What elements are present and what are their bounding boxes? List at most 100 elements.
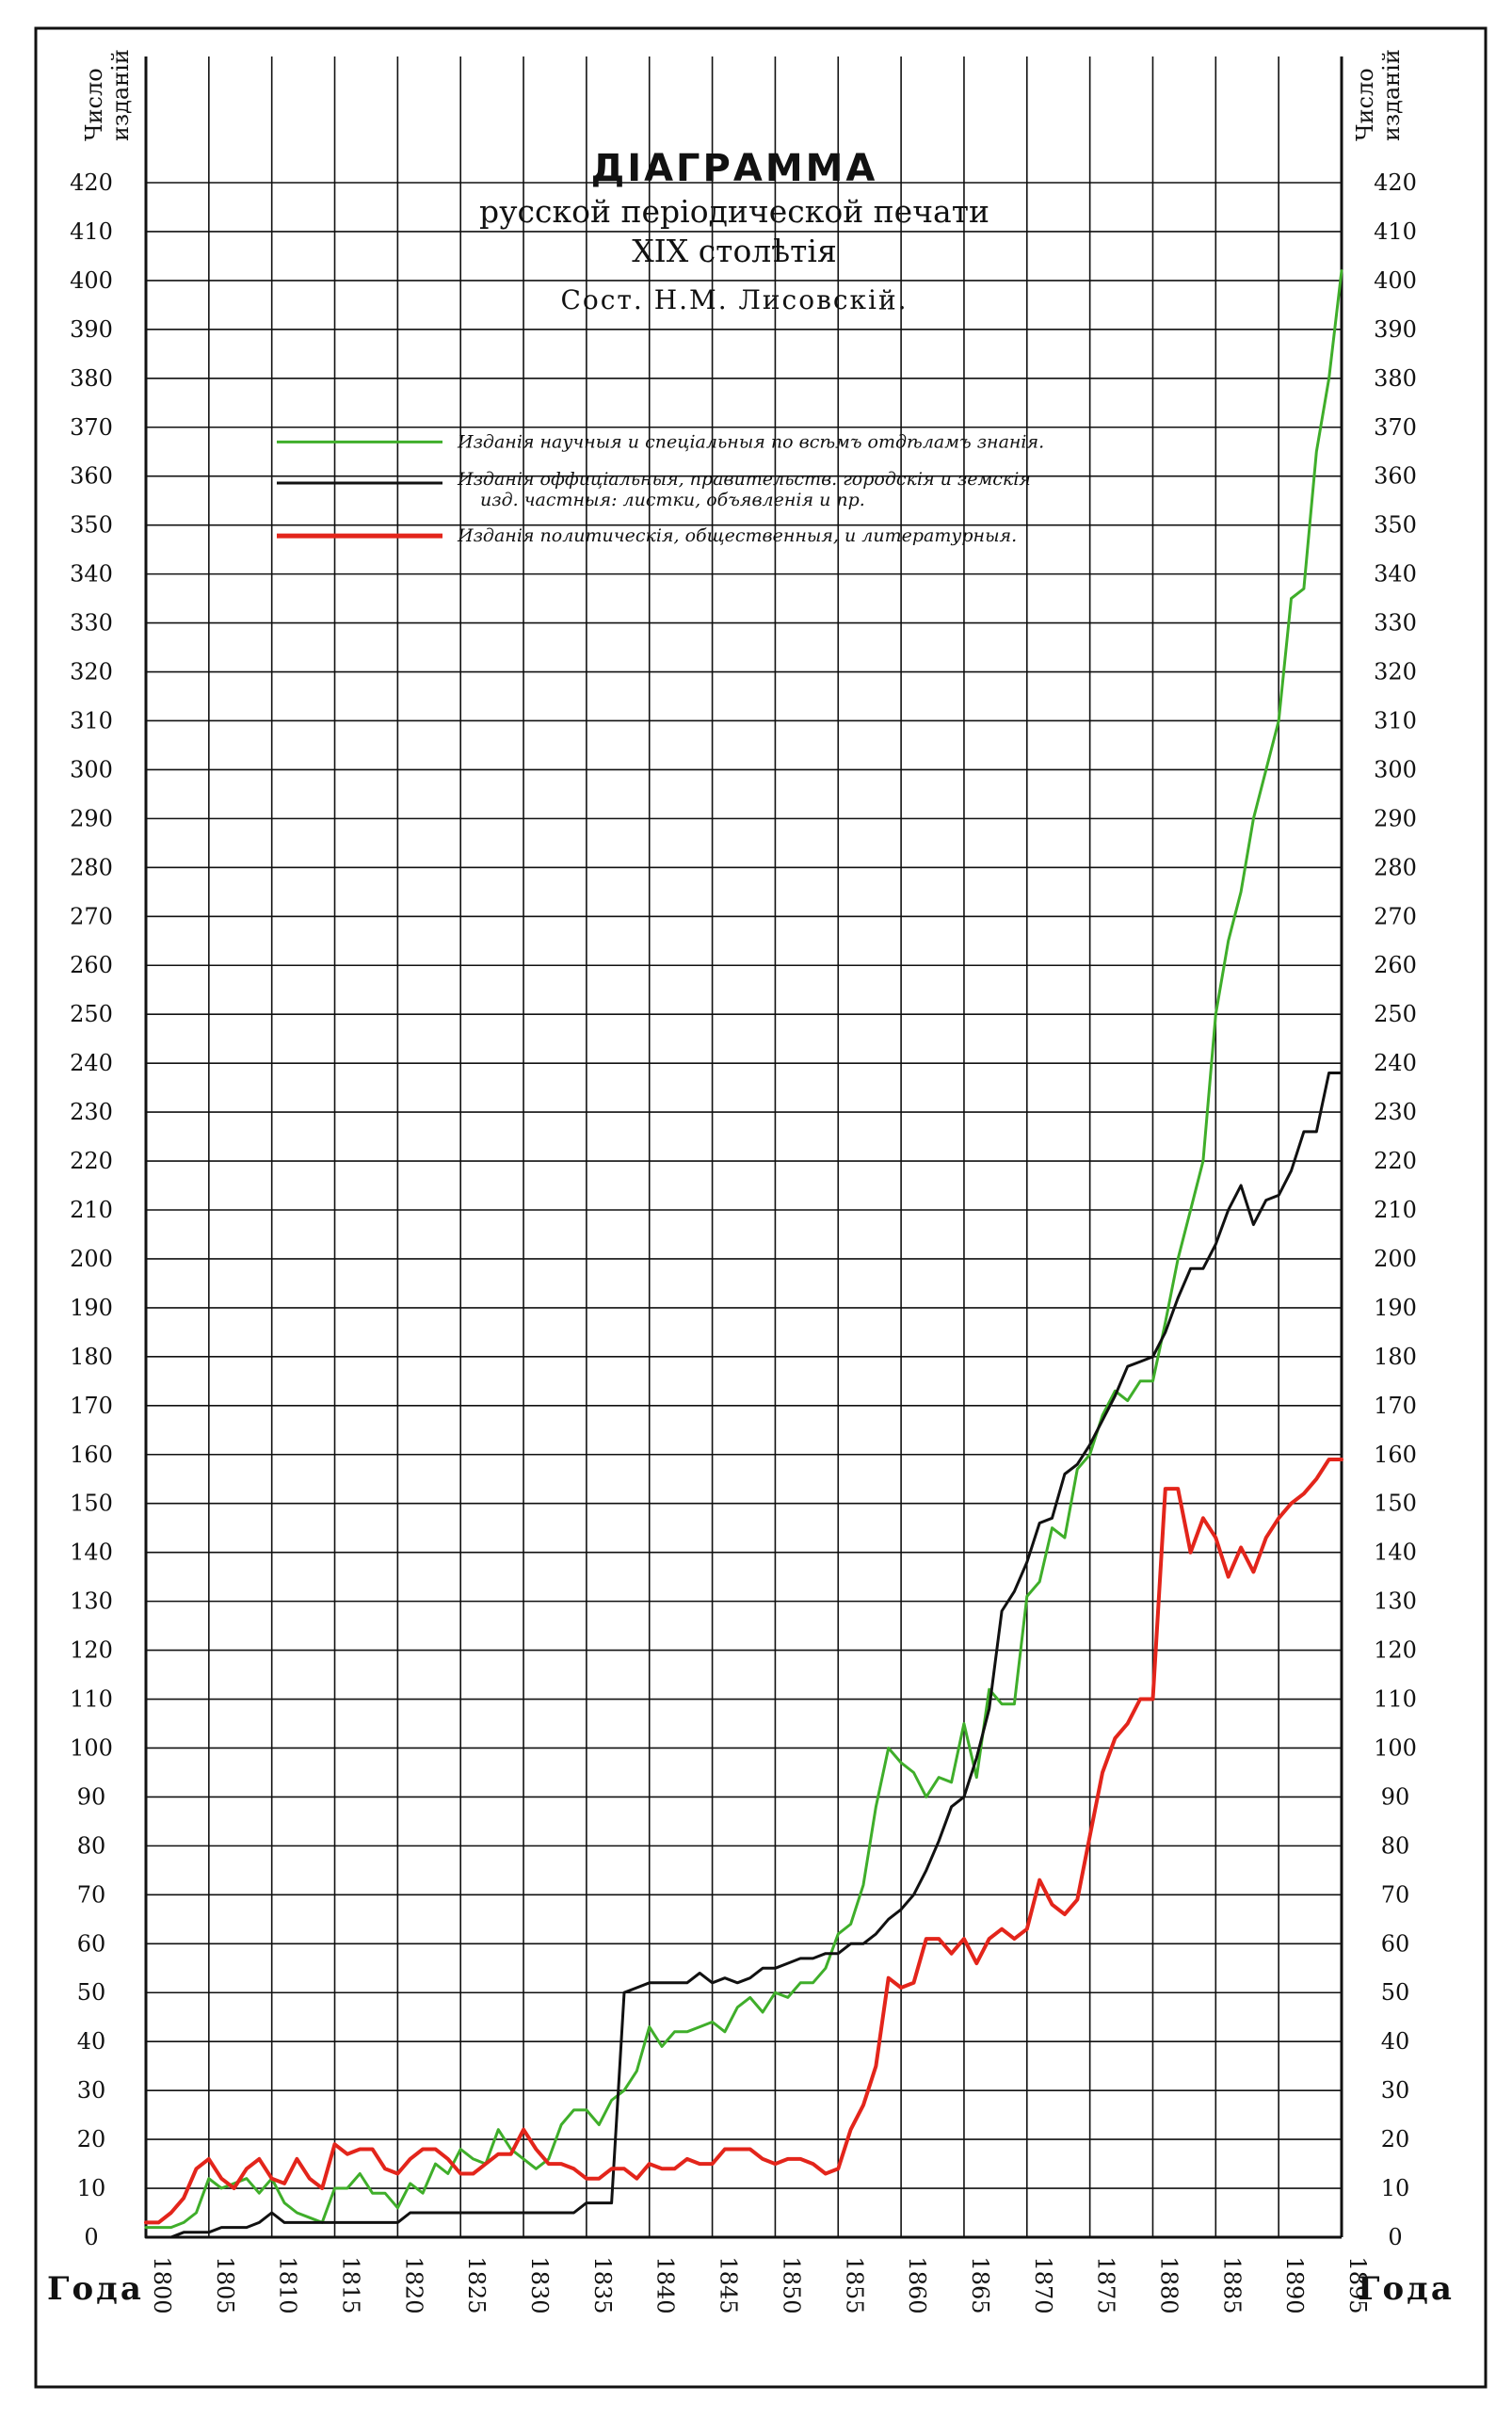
series-line-3 bbox=[144, 1458, 1343, 2225]
y-tick-label-left: 80 bbox=[77, 1832, 106, 1859]
y-tick-label-right: 380 bbox=[1374, 365, 1417, 392]
y-tick-label-right: 410 bbox=[1374, 218, 1417, 245]
y-tick-label-right: 270 bbox=[1374, 903, 1417, 929]
y-tick-label-left: 60 bbox=[77, 1930, 106, 1957]
y-tick-label-left: 20 bbox=[77, 2126, 106, 2152]
y-tick-label-left: 260 bbox=[70, 952, 113, 978]
y-tick-label-right: 110 bbox=[1374, 1686, 1417, 1713]
y-tick-label-right: 10 bbox=[1381, 2175, 1410, 2201]
y-tick-label-right: 40 bbox=[1381, 2028, 1410, 2055]
y-tick-label-right: 80 bbox=[1381, 1832, 1410, 1859]
x-tick-label: 1830 bbox=[526, 2256, 553, 2313]
y-tick-label-left: 0 bbox=[84, 2224, 98, 2250]
chart-author: Сост. Н.М. Лисовскій. bbox=[560, 284, 908, 315]
y-tick-label-left: 400 bbox=[70, 267, 113, 294]
x-tick-label: 1870 bbox=[1030, 2256, 1056, 2313]
y-axis-title-right: Числоизданій bbox=[1352, 49, 1405, 141]
y-tick-label-right: 240 bbox=[1374, 1050, 1417, 1076]
y-tick-label-right: 250 bbox=[1374, 1001, 1417, 1027]
y-tick-label-left: 70 bbox=[77, 1881, 106, 1908]
legend-label-1: Изданія научныя и спеціальныя по всѣмъ о… bbox=[457, 431, 1044, 452]
y-tick-label-right: 280 bbox=[1374, 854, 1417, 880]
y-tick-label-left: 310 bbox=[70, 707, 113, 733]
y-tick-label-right: 210 bbox=[1374, 1197, 1417, 1223]
y-tick-label-right: 0 bbox=[1388, 2224, 1402, 2250]
y-tick-label-right: 180 bbox=[1374, 1344, 1417, 1370]
x-tick-label: 1835 bbox=[589, 2256, 616, 2313]
y-tick-label-left: 270 bbox=[70, 903, 113, 929]
x-tick-label: 1890 bbox=[1281, 2256, 1308, 2313]
legend-label-2-line1: Изданія оффиціальныя, правительств. горо… bbox=[457, 469, 1031, 490]
y-tick-label-right: 150 bbox=[1374, 1491, 1417, 1517]
y-tick-label-right: 310 bbox=[1374, 707, 1417, 733]
y-tick-label-right: 130 bbox=[1374, 1588, 1417, 1615]
grid bbox=[145, 56, 1343, 2238]
y-axis-title-right-line1: Число bbox=[1352, 68, 1378, 141]
series-line-1 bbox=[144, 269, 1343, 2230]
y-tick-label-right: 100 bbox=[1374, 1734, 1417, 1761]
x-tick-label: 1850 bbox=[778, 2256, 804, 2313]
y-tick-label-left: 110 bbox=[70, 1686, 113, 1713]
y-tick-label-left: 30 bbox=[77, 2077, 106, 2104]
y-tick-label-right: 30 bbox=[1381, 2077, 1410, 2104]
x-tick-label: 1815 bbox=[338, 2256, 364, 2313]
y-tick-label-right: 300 bbox=[1374, 756, 1417, 782]
y-tick-label-right: 70 bbox=[1381, 1881, 1410, 1908]
legend-label-2: Изданія оффиціальныя, правительств. горо… bbox=[457, 469, 1031, 510]
x-tick-label: 1860 bbox=[904, 2256, 930, 2313]
y-tick-label-left: 370 bbox=[70, 414, 113, 441]
y-axis-title-left-line1: Число bbox=[81, 68, 107, 141]
x-tick-label: 1800 bbox=[149, 2256, 175, 2313]
series-layer bbox=[144, 269, 1343, 2239]
x-tick-label: 1805 bbox=[212, 2256, 238, 2313]
y-tick-label-right: 350 bbox=[1374, 512, 1417, 539]
y-tick-label-left: 10 bbox=[77, 2175, 106, 2201]
x-axis-title-right: Года bbox=[1358, 2270, 1455, 2308]
x-tick-label: 1810 bbox=[275, 2256, 301, 2313]
y-tick-label-left: 250 bbox=[70, 1001, 113, 1027]
x-tick-label: 1825 bbox=[463, 2256, 490, 2313]
y-tick-label-left: 350 bbox=[70, 512, 113, 539]
y-tick-label-right: 160 bbox=[1374, 1442, 1417, 1468]
y-tick-label-right: 370 bbox=[1374, 414, 1417, 441]
y-tick-label-left: 100 bbox=[70, 1734, 113, 1761]
y-tick-label-right: 390 bbox=[1374, 316, 1417, 343]
y-tick-label-left: 230 bbox=[70, 1099, 113, 1125]
y-tick-label-left: 240 bbox=[70, 1050, 113, 1076]
y-tick-label-left: 300 bbox=[70, 756, 113, 782]
y-tick-label-right: 170 bbox=[1374, 1393, 1417, 1419]
y-axis-title-left: Числоизданій bbox=[81, 49, 134, 141]
y-tick-label-left: 200 bbox=[70, 1246, 113, 1272]
y-tick-label-left: 420 bbox=[70, 169, 113, 196]
y-tick-label-left: 360 bbox=[70, 463, 113, 490]
y-tick-label-left: 90 bbox=[77, 1783, 106, 1810]
y-tick-label-right: 190 bbox=[1374, 1295, 1417, 1321]
y-tick-label-right: 220 bbox=[1374, 1148, 1417, 1174]
y-tick-label-left: 50 bbox=[77, 1979, 106, 2006]
y-tick-label-left: 290 bbox=[70, 805, 113, 831]
y-tick-label-right: 90 bbox=[1381, 1783, 1410, 1810]
y-tick-label-left: 410 bbox=[70, 218, 113, 245]
y-tick-label-left: 320 bbox=[70, 659, 113, 685]
legend-label-2-line2: изд. частныя: листки, объявленія и пр. bbox=[480, 490, 865, 510]
y-axis-title-left-line2: изданій bbox=[107, 49, 134, 141]
y-tick-label-left: 130 bbox=[70, 1588, 113, 1615]
y-tick-label-right: 20 bbox=[1381, 2126, 1410, 2152]
x-tick-label: 1880 bbox=[1155, 2256, 1182, 2313]
y-tick-label-left: 210 bbox=[70, 1197, 113, 1223]
x-axis-title-left: Года bbox=[47, 2270, 144, 2308]
y-tick-label-right: 400 bbox=[1374, 267, 1417, 294]
y-tick-label-right: 290 bbox=[1374, 805, 1417, 831]
y-tick-label-right: 200 bbox=[1374, 1246, 1417, 1272]
y-tick-label-left: 330 bbox=[70, 610, 113, 637]
y-tick-label-left: 150 bbox=[70, 1491, 113, 1517]
y-tick-label-right: 60 bbox=[1381, 1930, 1410, 1957]
y-tick-label-right: 230 bbox=[1374, 1099, 1417, 1125]
y-tick-label-right: 140 bbox=[1374, 1539, 1417, 1566]
x-tick-label: 1845 bbox=[716, 2256, 742, 2313]
x-tick-label: 1875 bbox=[1093, 2256, 1119, 2313]
chart-subtitle: русской періодической печати bbox=[479, 193, 989, 230]
x-tick-label: 1865 bbox=[967, 2256, 993, 2313]
y-tick-label-right: 420 bbox=[1374, 169, 1417, 196]
y-tick-label-left: 380 bbox=[70, 365, 113, 392]
